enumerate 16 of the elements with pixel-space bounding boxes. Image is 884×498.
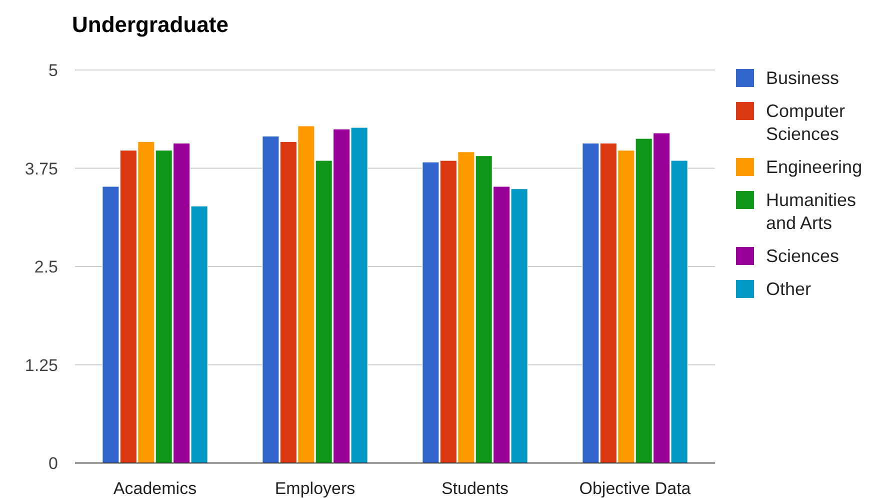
legend-label: Business bbox=[766, 68, 840, 88]
y-tick-label: 2.5 bbox=[34, 258, 58, 276]
legend-label: Engineering bbox=[766, 157, 862, 177]
legend-label: Computer Sciences bbox=[766, 101, 846, 144]
x-tick-label: Students bbox=[441, 479, 509, 498]
y-tick-label: 5 bbox=[48, 61, 58, 80]
y-tick-label: 1.25 bbox=[24, 356, 58, 375]
legend-label: Humanities and Arts bbox=[766, 190, 856, 233]
x-tick-label: Objective Data bbox=[579, 479, 692, 498]
legend-label: Sciences bbox=[766, 246, 840, 266]
y-tick-label: 0 bbox=[48, 454, 58, 473]
x-tick-label: Employers bbox=[274, 479, 356, 498]
chart-title: Undergraduate bbox=[72, 12, 228, 37]
x-tick-label: Academics bbox=[113, 479, 197, 498]
y-tick-label: 3.75 bbox=[24, 159, 58, 178]
legend-label: Other bbox=[766, 279, 812, 299]
